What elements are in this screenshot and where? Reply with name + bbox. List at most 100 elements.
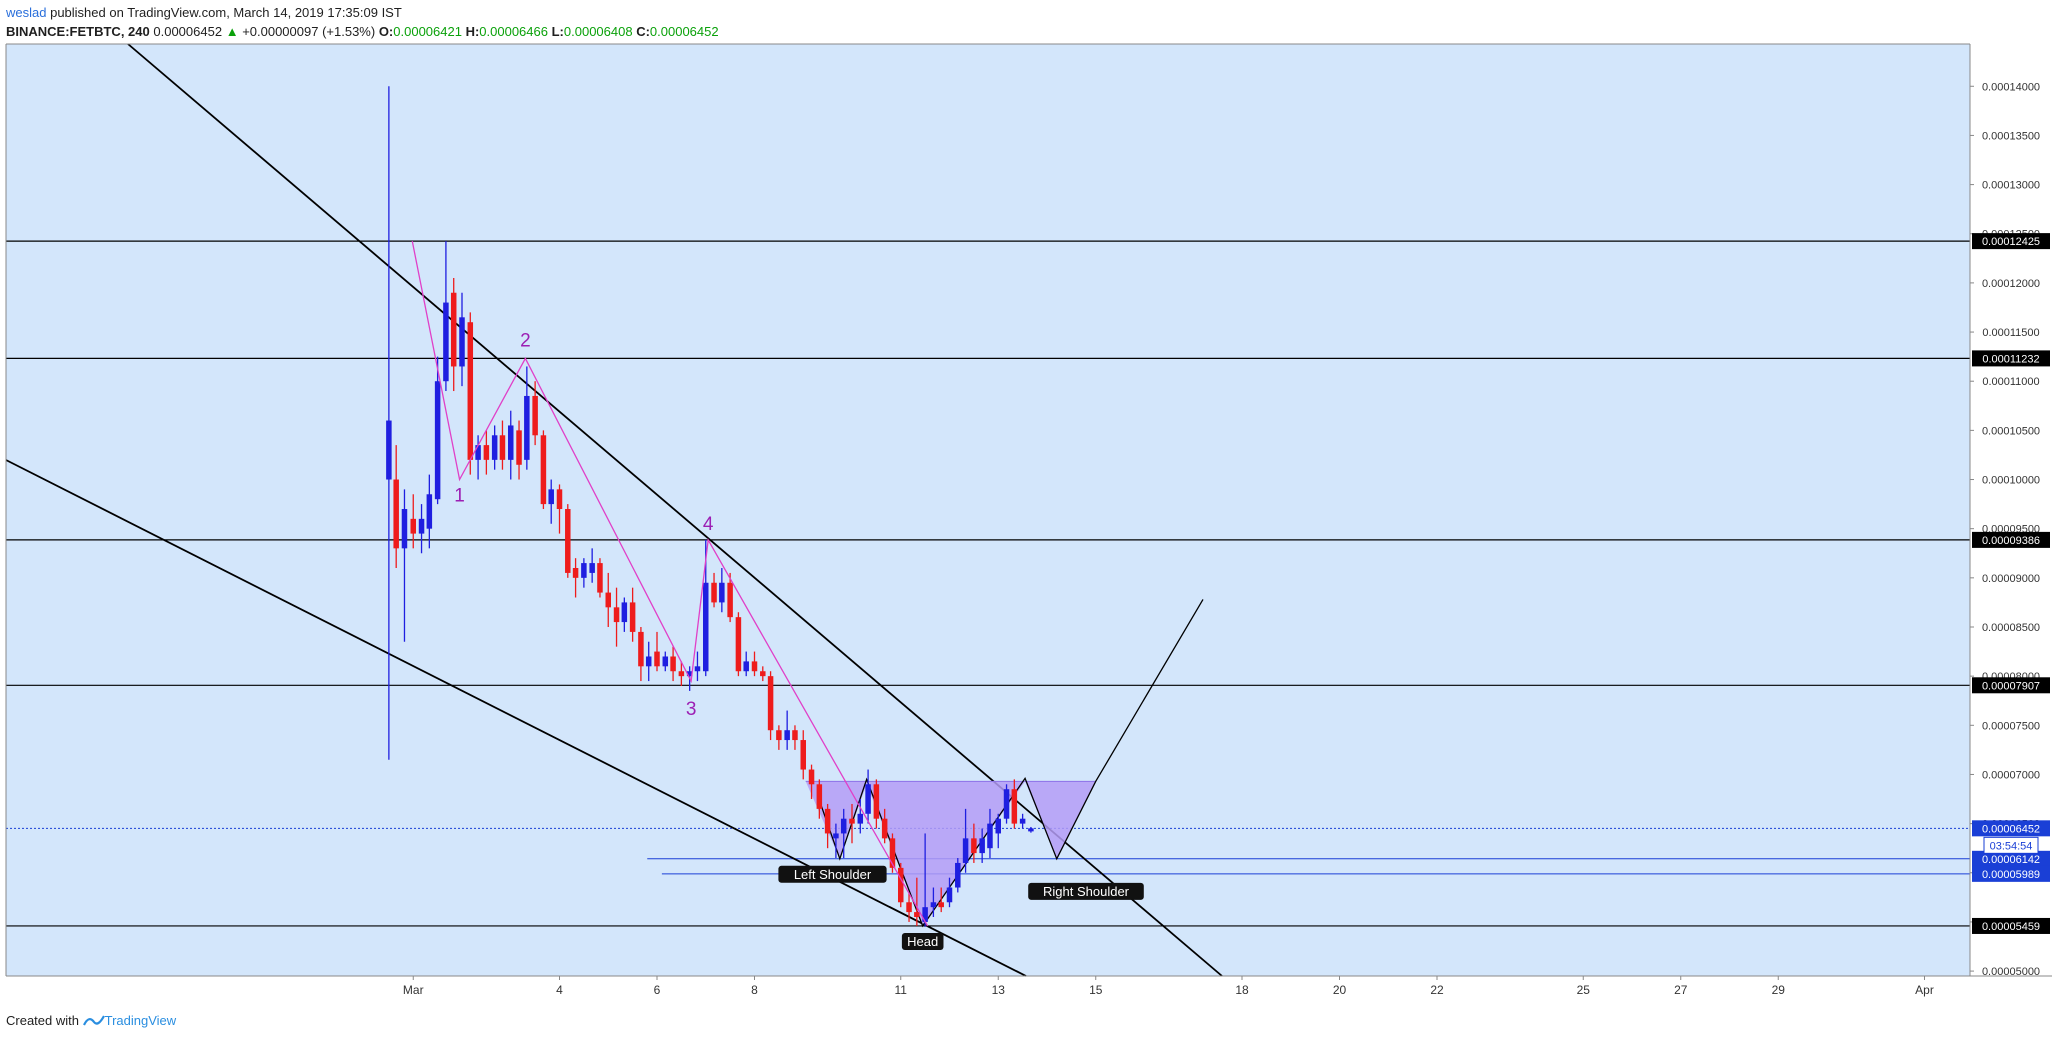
candle-body: [962, 838, 969, 863]
inverse-head-shoulders-area: [805, 781, 1096, 925]
down-candle: [824, 803, 831, 849]
low-value: 0.00006408: [563, 24, 633, 39]
up-candle: [833, 823, 839, 859]
down-candle: [906, 892, 912, 922]
candle-body: [971, 838, 977, 854]
candle-body: [808, 769, 815, 785]
up-candle: [662, 651, 669, 672]
candle-body: [743, 661, 749, 672]
down-candle: [914, 877, 920, 926]
down-candle: [849, 803, 855, 844]
candle-body: [1011, 789, 1018, 824]
current-price-badge-background: [1972, 820, 2050, 837]
candles: [386, 86, 1034, 927]
up-candle: [589, 548, 595, 583]
time-axis-ticks: Mar 4 6 8 11 13 15 18 20 22 25 27 29 Apr: [403, 976, 1934, 997]
channel-upper-line: [127, 43, 1223, 977]
up-candle: [1019, 813, 1026, 829]
time-tick-label: 8: [751, 983, 758, 997]
neckline-badge-text: 0.00006142: [1982, 854, 2040, 866]
candle-body: [865, 784, 871, 814]
up-candle: [443, 241, 449, 392]
low-label: L:: [551, 24, 564, 39]
candle-body: [450, 292, 457, 367]
candle-body: [459, 317, 465, 367]
down-candle: [767, 671, 774, 741]
pattern-label-background: [901, 932, 944, 950]
countdown-badge: 03:54:54: [1983, 836, 2039, 854]
up-candle: [930, 887, 937, 918]
candle-body: [889, 838, 896, 868]
down-candle: [556, 484, 563, 534]
high-value: 0.00006466: [479, 24, 548, 39]
up-candle: [987, 808, 993, 859]
down-candle: [532, 381, 538, 446]
up-candle: [459, 292, 465, 387]
price-tick-label: 0.00012000: [1982, 278, 2040, 290]
countdown-badge-text: 03:54:54: [1990, 840, 2033, 852]
down-candle: [597, 558, 603, 598]
candle-body: [483, 445, 490, 460]
down-candle: [711, 572, 717, 608]
up-candle: [784, 710, 790, 750]
time-tick-label: 15: [1089, 983, 1103, 997]
candle-body: [556, 489, 563, 510]
candle-body: [881, 818, 888, 839]
price-tick-label: 0.00010500: [1982, 425, 2040, 437]
pattern-label-background: [778, 865, 887, 883]
up-candle: [857, 799, 864, 834]
down-candle: [881, 808, 888, 844]
candle-body: [467, 322, 474, 460]
price-change: +0.00000097 (+1.53%): [242, 24, 376, 39]
time-tick-label: 4: [556, 983, 563, 997]
down-candle: [572, 558, 579, 598]
pattern-label-text: Head: [907, 934, 938, 949]
candle-body: [751, 661, 758, 672]
candle-body: [548, 489, 554, 505]
candle-body: [938, 902, 944, 908]
down-candle: [678, 661, 685, 686]
pattern-label: Head: [901, 932, 944, 950]
down-candle: [889, 833, 896, 873]
down-candle: [898, 862, 904, 908]
pattern-labels: Left Shoulder Head Right Shoulder: [778, 865, 1144, 950]
candle-body: [727, 582, 733, 618]
down-candle: [499, 420, 506, 470]
down-candle: [873, 779, 880, 829]
candle-body: [475, 445, 481, 460]
pattern-label-background: [1028, 882, 1144, 900]
neckline-badge-background: [1972, 865, 2050, 882]
time-tick-label: 29: [1772, 983, 1786, 997]
up-candle: [1003, 784, 1010, 824]
up-candle: [645, 641, 652, 682]
pattern-label-text: Left Shoulder: [794, 867, 872, 882]
time-tick-label: 27: [1674, 983, 1688, 997]
tradingview-link[interactable]: TradingView: [104, 1013, 177, 1028]
up-candle: [475, 435, 481, 480]
candle-body: [499, 435, 506, 460]
time-tick-label: Apr: [1915, 983, 1934, 997]
price-tick-label: 0.00011500: [1982, 327, 2039, 339]
candle-body: [930, 902, 937, 908]
open-label: O:: [378, 24, 394, 39]
up-candle: [401, 489, 408, 642]
candle-body: [540, 435, 547, 505]
candle-body: [1019, 818, 1026, 824]
level-badge-background: [1972, 233, 2050, 250]
up-candle: [743, 651, 749, 677]
level-badge: 0.00011232: [1972, 350, 2050, 367]
down-candle: [638, 626, 644, 682]
candle-body: [426, 494, 433, 529]
down-candle: [483, 430, 490, 475]
candle-body: [873, 784, 880, 819]
candle-body: [401, 509, 408, 549]
down-candle: [605, 572, 611, 627]
level-badge-background: [1972, 677, 2050, 694]
candle-body: [914, 912, 920, 918]
pattern-label-text: Right Shoulder: [1043, 884, 1130, 899]
candle-body: [719, 582, 725, 603]
candle-body: [410, 518, 416, 534]
time-tick-label: 20: [1333, 983, 1347, 997]
author-link[interactable]: weslad: [6, 5, 47, 20]
